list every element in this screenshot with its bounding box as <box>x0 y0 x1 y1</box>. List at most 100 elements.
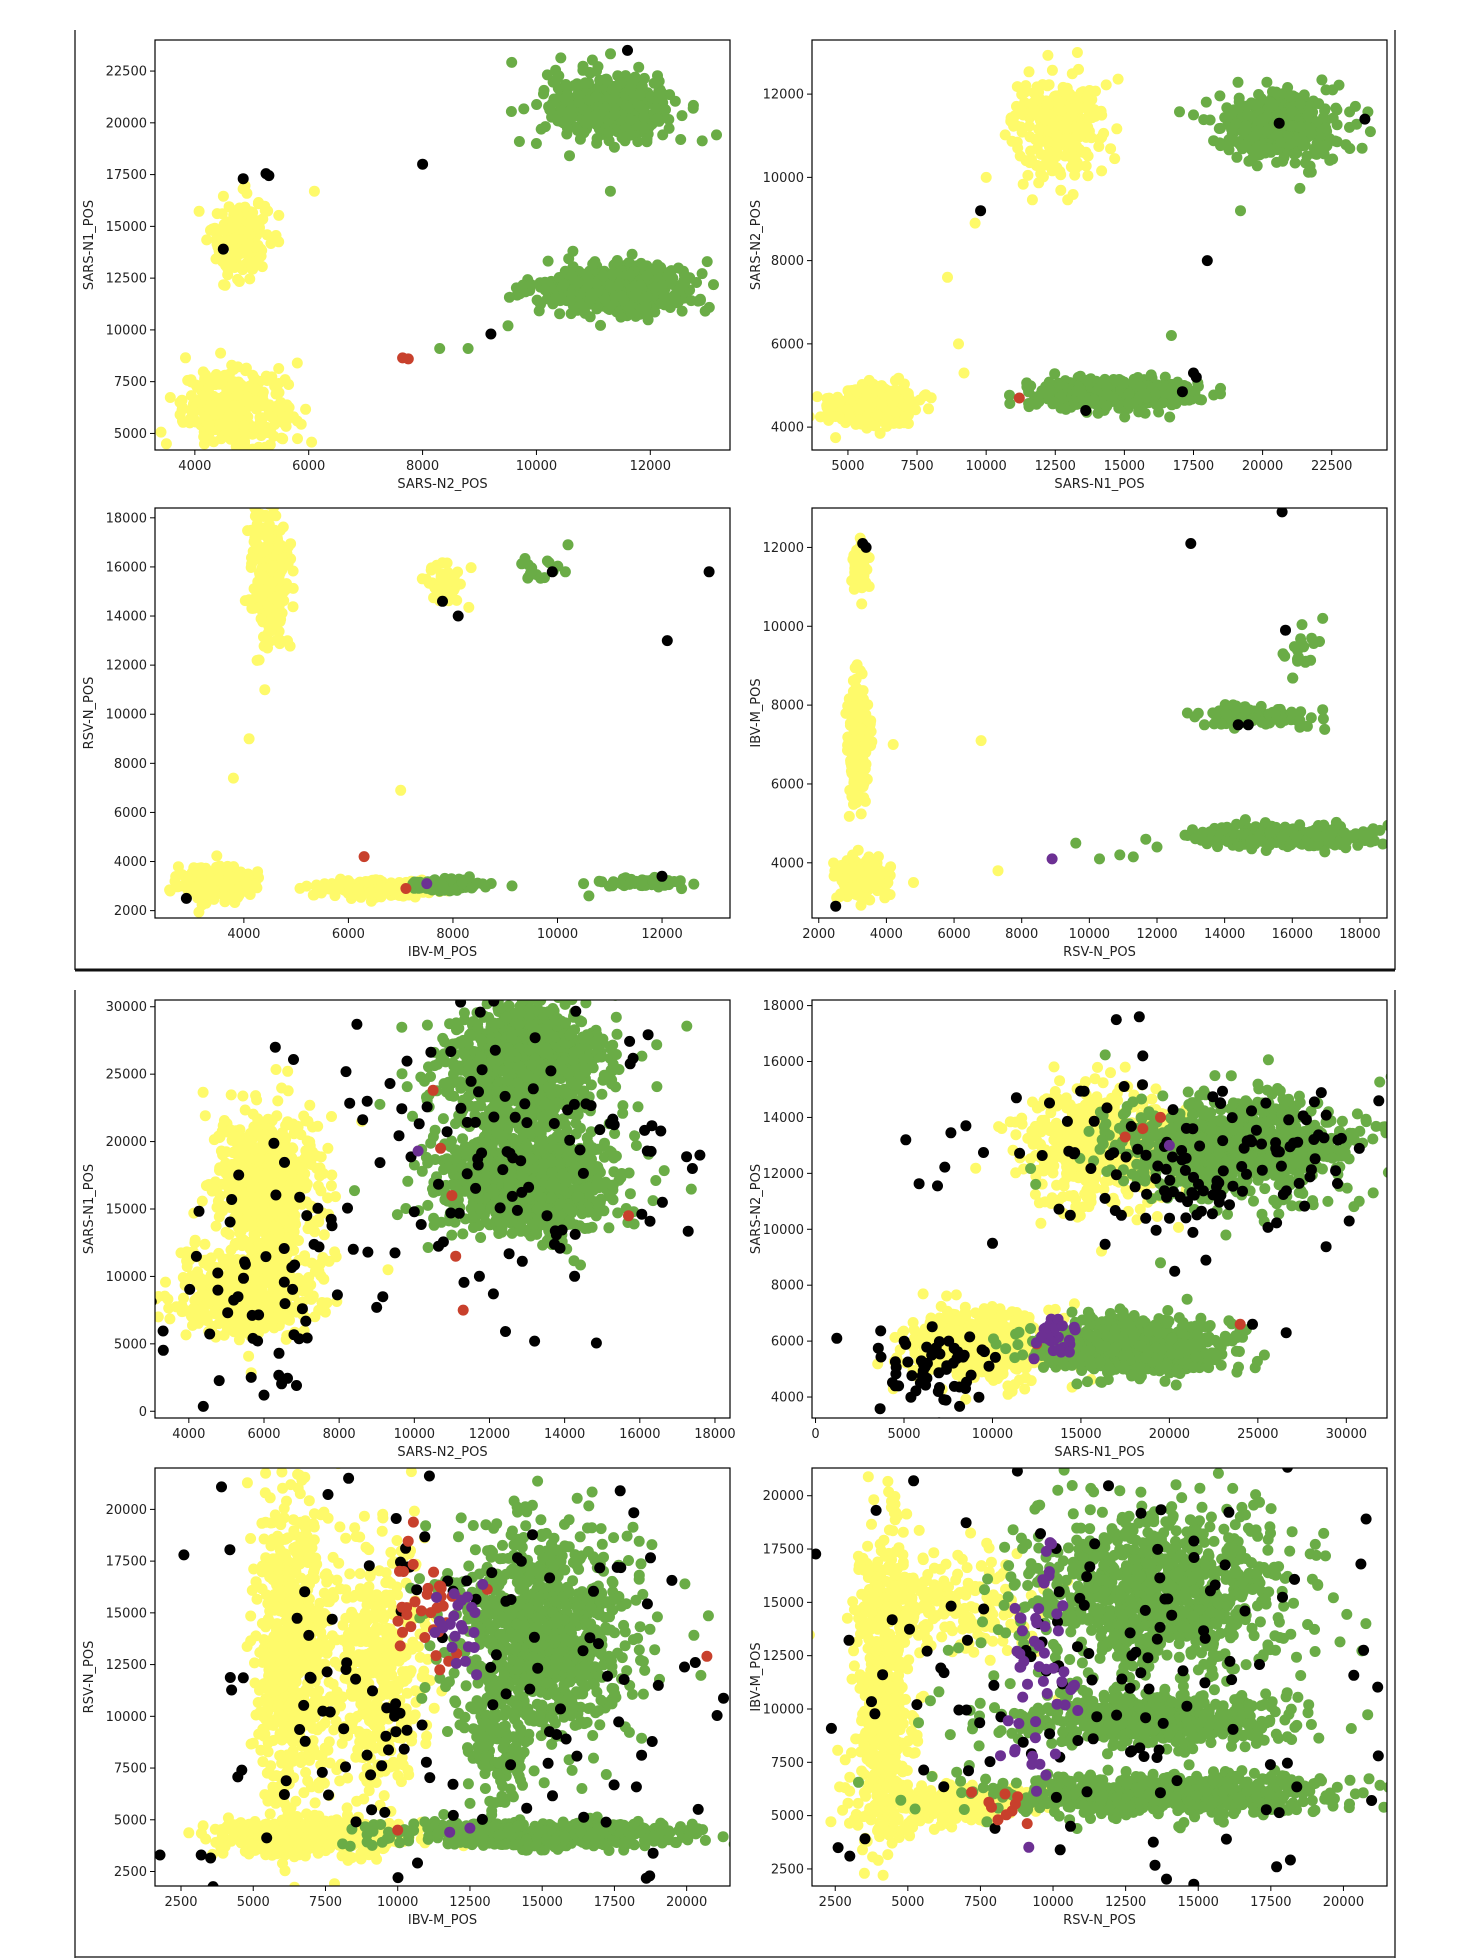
point-yellow <box>250 403 262 415</box>
point-yellow <box>1023 66 1035 78</box>
point-green <box>1101 400 1113 412</box>
point-yellow <box>291 415 303 427</box>
point-yellow <box>1011 136 1023 148</box>
point-green <box>1239 814 1251 826</box>
point-yellow <box>812 411 815 422</box>
point-green <box>1284 90 1295 102</box>
point-green <box>632 136 644 148</box>
point-yellow <box>847 685 859 697</box>
point-yellow <box>844 411 856 423</box>
point-green <box>1208 389 1220 401</box>
point-green <box>1253 89 1265 100</box>
scatter-panel-top-right: 5000 7500 10000 12500 15000 17500 20000 2250040… <box>749 39 1388 492</box>
point-green <box>1294 182 1306 194</box>
point-yellow <box>244 257 256 269</box>
point-yellow <box>1042 49 1054 61</box>
point-green <box>608 93 620 104</box>
point-yellow <box>1078 126 1090 138</box>
y-tick-label: 8000 <box>114 757 147 772</box>
point-yellow <box>232 890 244 902</box>
scatter-panel-top-left: 4000 6000 8000 10000 12000500075001000012500… <box>82 39 731 492</box>
point-green <box>566 269 578 281</box>
point-green <box>1055 402 1067 414</box>
point-green <box>555 52 567 64</box>
point-yellow <box>203 403 215 415</box>
point-yellow <box>247 443 259 450</box>
y-tick-label: 7500 <box>114 375 147 390</box>
point-yellow <box>1105 143 1117 155</box>
point-green <box>1004 389 1015 401</box>
point-green <box>1250 143 1261 155</box>
point-yellow <box>850 881 862 893</box>
point-yellow <box>1046 64 1058 76</box>
point-yellow <box>177 416 189 428</box>
point-green <box>525 279 537 291</box>
point-green <box>1333 79 1345 91</box>
point-green <box>554 308 566 320</box>
point-green <box>657 129 669 141</box>
point-yellow <box>833 891 845 903</box>
point-green <box>1346 830 1358 842</box>
point-green <box>1344 106 1356 118</box>
point-yellow <box>211 850 223 862</box>
x-axis-label: SARS-N2_POS <box>397 477 487 492</box>
point-green <box>550 292 562 304</box>
point-yellow <box>871 409 883 421</box>
point-yellow <box>828 870 840 882</box>
point-green <box>1289 157 1301 169</box>
point-green <box>694 295 706 306</box>
point-yellow <box>244 273 256 285</box>
point-yellow <box>291 357 303 369</box>
point-yellow <box>252 198 264 210</box>
point-green <box>615 290 627 302</box>
point-yellow <box>1090 85 1101 97</box>
point-yellow <box>220 878 232 889</box>
point-yellow <box>229 428 241 440</box>
point-green <box>1044 385 1056 396</box>
point-green <box>1311 148 1323 160</box>
point-yellow <box>853 564 865 576</box>
point-yellow <box>237 183 249 195</box>
point-green <box>1188 109 1199 121</box>
point-green <box>635 279 647 291</box>
point-green <box>1215 382 1226 394</box>
point-yellow <box>267 560 279 572</box>
point-yellow <box>830 432 842 444</box>
point-green <box>1204 114 1216 126</box>
point-yellow <box>223 382 235 394</box>
point-yellow <box>863 374 875 386</box>
point-yellow <box>1011 81 1023 93</box>
point-green <box>1123 388 1135 400</box>
point-yellow <box>855 723 867 735</box>
point-green <box>648 264 660 275</box>
point-green <box>584 311 596 323</box>
point-green <box>1344 143 1356 154</box>
point-yellow <box>853 792 865 804</box>
point-green <box>581 115 592 127</box>
point-green <box>659 291 671 302</box>
point-yellow <box>1050 90 1062 102</box>
point-yellow <box>256 570 268 582</box>
point-green <box>585 288 597 300</box>
point-yellow <box>923 403 934 415</box>
point-yellow <box>884 889 896 901</box>
point-green <box>1157 380 1169 392</box>
point-green <box>1004 398 1016 409</box>
x-tick-label: 4000 <box>227 927 260 942</box>
point-yellow <box>812 391 823 403</box>
point-yellow <box>185 390 197 402</box>
point-green <box>1285 138 1297 150</box>
point-yellow <box>256 590 268 602</box>
point-green <box>1235 205 1246 217</box>
point-green <box>1123 398 1135 410</box>
point-green <box>558 279 570 290</box>
point-green <box>1071 385 1083 397</box>
point-yellow <box>287 601 299 613</box>
point-green <box>506 880 518 892</box>
y-tick-label: 10000 <box>106 323 147 338</box>
point-yellow <box>231 214 243 226</box>
point-yellow <box>850 760 862 772</box>
point-green <box>560 80 572 92</box>
point-yellow <box>248 383 260 395</box>
